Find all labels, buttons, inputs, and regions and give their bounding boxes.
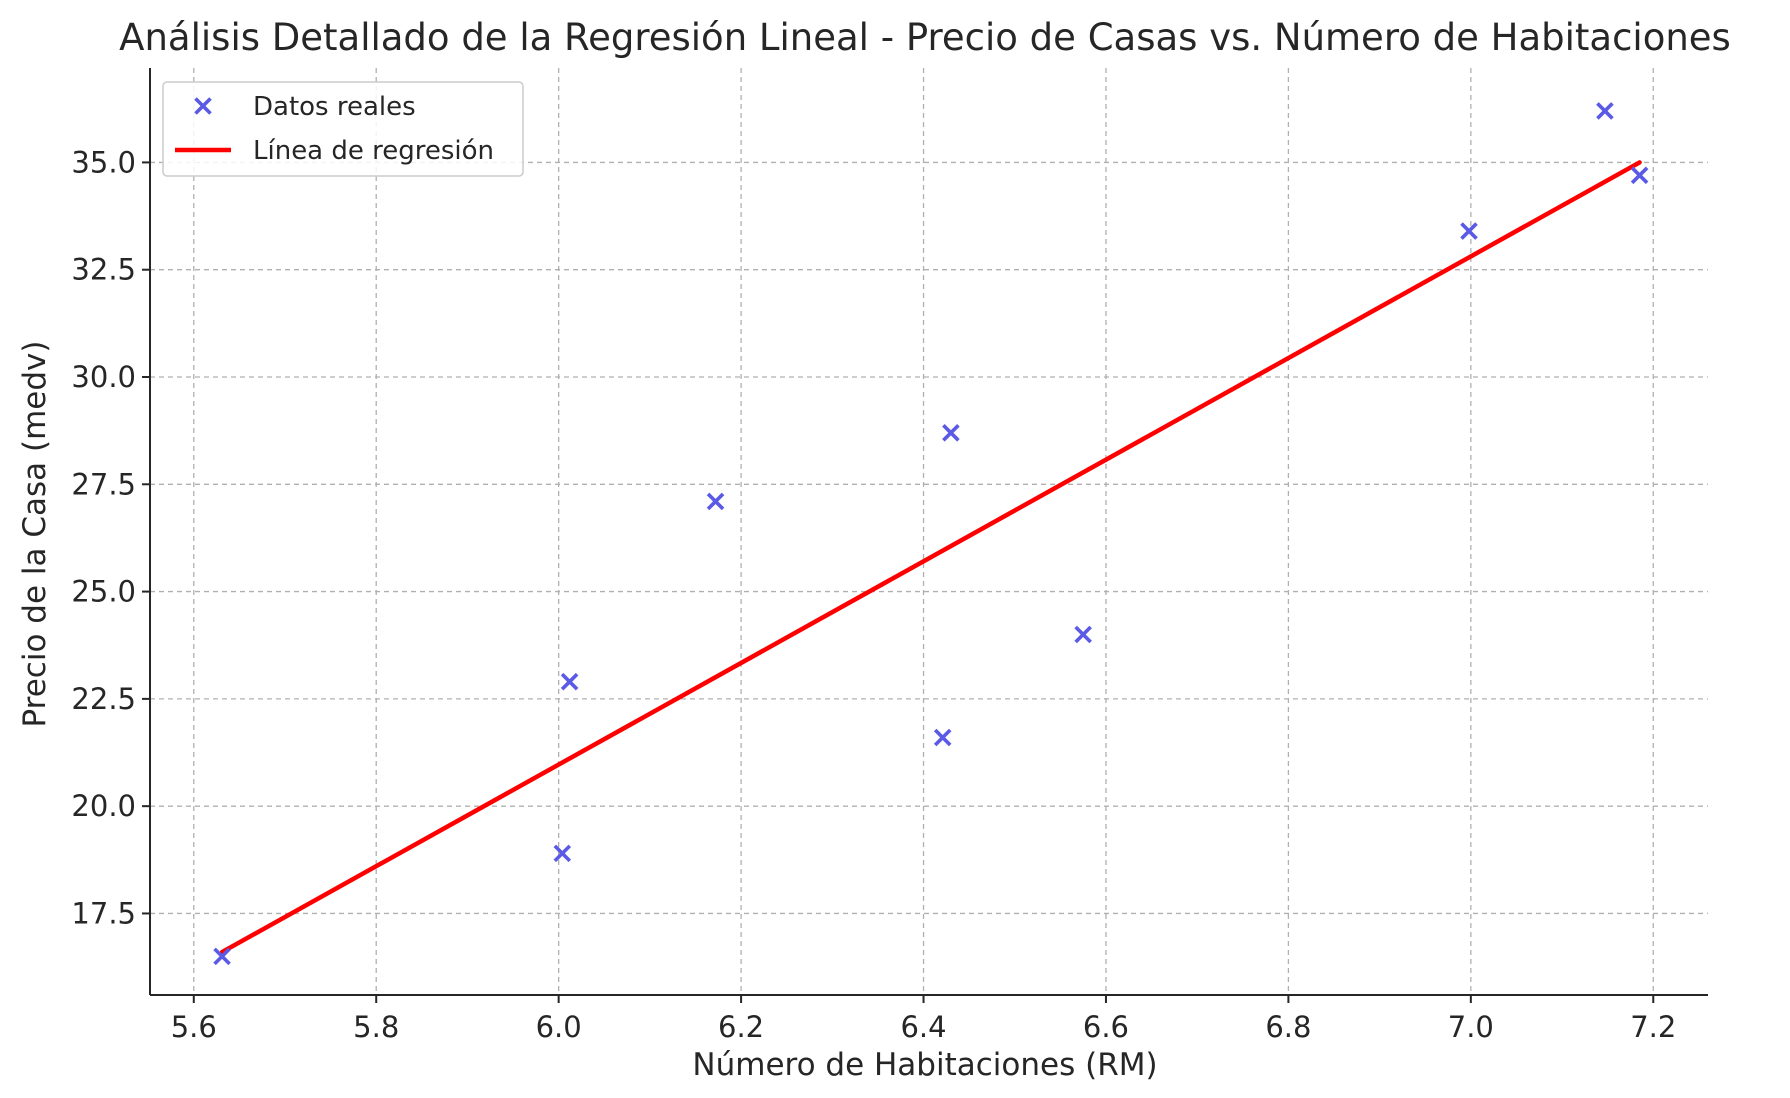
chart-title: Análisis Detallado de la Regresión Linea… <box>119 16 1731 59</box>
regression-line <box>219 160 1642 955</box>
legend: Datos reales Línea de regresión <box>162 81 524 177</box>
y-tick-label: 25.0 <box>71 575 136 609</box>
data-point <box>1630 166 1649 185</box>
y-tick-label: 35.0 <box>71 145 136 179</box>
x-tick-label: 7.0 <box>1448 1010 1494 1044</box>
x-tick-label: 6.0 <box>536 1010 582 1044</box>
x-axis-label: Número de Habitaciones (RM) <box>692 1047 1157 1083</box>
y-tick-label: 20.0 <box>71 789 136 823</box>
x-tick-label: 6.4 <box>900 1010 946 1044</box>
x-tick-label: 6.6 <box>1083 1010 1129 1044</box>
data-point <box>942 424 960 442</box>
y-tick-label: 30.0 <box>71 360 136 394</box>
legend-marker-x <box>194 97 212 115</box>
y-axis-label: Precio de la Casa (medv) <box>17 341 53 728</box>
data-point <box>553 844 572 863</box>
plot-data <box>213 102 1649 966</box>
data-point <box>1460 222 1478 240</box>
x-tick-label: 5.8 <box>353 1010 399 1044</box>
y-tick-label: 22.5 <box>71 682 136 716</box>
legend-box <box>162 81 524 177</box>
legend-label: Datos reales <box>253 92 416 122</box>
data-point <box>560 672 579 691</box>
grid <box>150 68 1708 995</box>
x-tick-label: 6.2 <box>718 1010 764 1044</box>
data-point <box>213 947 231 966</box>
axes: 5.6 5.8 6.0 6.2 6.4 6.6 6.8 7.0 7.2 17.5 20.0 22.5 2… <box>71 68 1708 1044</box>
data-point <box>706 492 725 511</box>
legend-item: Datos reales <box>194 92 416 122</box>
x-tick-label: 6.8 <box>1265 1010 1311 1044</box>
x-tick-label: 5.6 <box>171 1010 217 1044</box>
legend-item: Línea de regresión <box>175 136 494 166</box>
y-tick-label: 17.5 <box>71 896 136 930</box>
legend-label: Línea de regresión <box>253 136 494 166</box>
y-tick-label: 32.5 <box>71 253 136 287</box>
y-tick-label: 27.5 <box>71 467 136 501</box>
data-point <box>1596 102 1614 120</box>
data-point <box>1074 625 1092 644</box>
x-tick-label: 7.2 <box>1630 1010 1676 1044</box>
data-point <box>933 728 952 747</box>
